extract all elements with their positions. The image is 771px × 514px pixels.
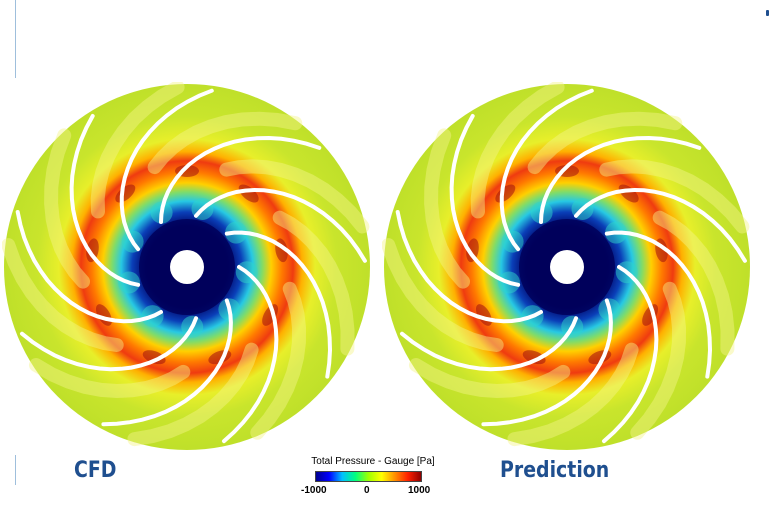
impeller-blade <box>101 298 233 427</box>
legend-tick-min: -1000 <box>301 485 327 496</box>
impeller-cfd-image <box>2 82 370 450</box>
flow-streak <box>470 82 565 219</box>
legend-tick-mid: 0 <box>364 485 370 496</box>
impeller-blade <box>20 316 198 372</box>
flow-streak <box>44 128 90 289</box>
flow-streak <box>599 159 750 234</box>
flow-streak <box>90 82 185 219</box>
impeller-blade <box>222 265 279 444</box>
high-pressure-patch <box>642 304 659 326</box>
flow-streak <box>507 342 639 447</box>
legend-tick-max: 1000 <box>408 485 431 496</box>
impeller-prediction-image <box>382 82 750 450</box>
impeller-blade <box>194 187 367 263</box>
impeller-blade <box>159 135 322 224</box>
flow-streak <box>652 210 735 356</box>
impeller-blade <box>602 265 659 444</box>
flow-streak <box>409 358 571 399</box>
impeller-blade <box>449 114 521 287</box>
impeller-blade <box>395 210 543 324</box>
impeller-blade <box>15 210 163 324</box>
legend-title: Total Pressure - Gauge [Pa] <box>311 456 435 467</box>
flow-streak <box>382 238 504 352</box>
impeller-blade <box>604 230 713 379</box>
divider-line <box>15 0 16 78</box>
caption-cfd: CFD <box>74 458 117 483</box>
flow-streak <box>2 238 124 352</box>
flow-streak <box>630 281 687 440</box>
shaft-hole <box>170 250 204 284</box>
impeller-blade <box>400 316 578 372</box>
impeller-blade <box>539 135 702 224</box>
flow-streak <box>272 210 355 356</box>
flow-streak <box>219 159 370 234</box>
legend-colorbar <box>315 471 422 482</box>
flow-streak <box>527 111 683 175</box>
high-pressure-patch <box>466 238 479 263</box>
impeller-blade <box>574 187 747 263</box>
impeller-blade <box>499 88 594 252</box>
flow-streak <box>127 342 259 447</box>
flow-streak <box>250 281 307 440</box>
caption-prediction: Prediction <box>500 458 610 483</box>
high-pressure-patch <box>522 350 546 365</box>
impeller-blade <box>69 114 141 287</box>
high-pressure-patch <box>86 238 99 263</box>
impeller-blade <box>481 298 613 427</box>
divider-line <box>15 455 16 485</box>
high-pressure-patch <box>262 304 279 326</box>
shaft-hole <box>550 250 584 284</box>
flow-streak <box>424 128 470 289</box>
corner-mark <box>766 10 769 16</box>
impeller-blade <box>119 88 214 252</box>
high-pressure-patch <box>142 350 166 365</box>
flow-streak <box>147 111 303 175</box>
impeller-blade <box>224 230 333 379</box>
colorbar-legend: Total Pressure - Gauge [Pa] -1000 0 1000 <box>298 456 448 504</box>
flow-streak <box>29 358 191 399</box>
